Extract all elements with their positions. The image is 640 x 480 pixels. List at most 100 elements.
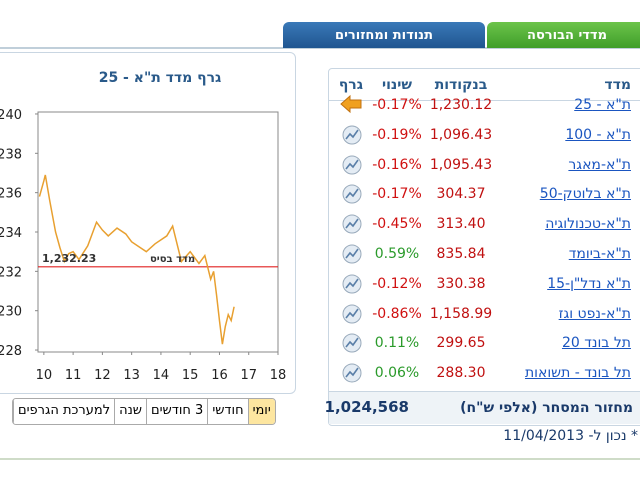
base-label: מדד בסיס [150, 254, 195, 265]
period-button[interactable]: יומי [247, 399, 275, 424]
table-row: ת"א נדל"ן-15 330.38 -0.12% [329, 270, 640, 299]
index-name[interactable]: ת"א-טכנולוגיה [545, 216, 631, 233]
tab-underline [0, 47, 640, 49]
period-buttons: יומי חודשי 3 חודשים שנה למערכת הגרפים [12, 398, 276, 425]
y-tick-label: 1234 [0, 226, 22, 241]
index-change: -0.86% [372, 305, 422, 322]
chart-title: גרף מדד ת"א - 25 [99, 70, 222, 86]
index-change: -0.16% [372, 156, 422, 173]
table-row: ת"א בלוטק-50 304.37 -0.17% [329, 180, 640, 209]
index-name[interactable]: ת"א-ביומד [568, 246, 631, 262]
graph-icon[interactable] [341, 332, 363, 358]
index-points: 304.37 [436, 186, 486, 203]
index-name[interactable]: ת"א - 25 [574, 97, 631, 113]
chart-icon [342, 363, 362, 383]
index-points: 330.38 [436, 275, 486, 292]
graph-icon[interactable] [341, 362, 363, 388]
graph-icon[interactable] [341, 273, 363, 299]
index-change: -0.19% [372, 126, 422, 143]
index-name[interactable]: ת"א נדל"ן-15 [547, 275, 631, 292]
graph-icon[interactable] [341, 183, 363, 209]
chart-icon [342, 155, 362, 175]
chart-icon [342, 333, 362, 353]
graph-icon[interactable] [341, 243, 363, 269]
index-name[interactable]: ת"א-נפט וגז [558, 305, 631, 322]
index-change: 0.59% [374, 246, 420, 262]
graph-icon[interactable] [341, 213, 363, 239]
index-name[interactable]: תל בונד 20 [561, 335, 631, 352]
x-tick-label: 10 [36, 368, 53, 383]
date-note: * נכון ל- 11/04/2013 [503, 428, 638, 444]
x-tick-label: 17 [240, 368, 257, 383]
x-tick-label: 11 [65, 368, 82, 383]
period-button[interactable]: שנה [114, 399, 147, 424]
arrow-icon [340, 94, 362, 114]
graph-icon[interactable] [341, 154, 363, 180]
turnover-label: מחזור המסחר (אלפי ש"ח) [460, 400, 633, 416]
column-header: בנקודות [434, 77, 488, 93]
table-row: ת"א-ביומד 835.84 0.59% [329, 240, 640, 269]
table-row: ת"א - 100 1,096.43 -0.19% [329, 121, 640, 150]
tab[interactable]: מדדי הבורסה [487, 22, 640, 48]
y-tick-label: 1240 [0, 108, 22, 123]
index-table: מדד בנקודות שינוי גרף ת"א - 25 1,230.12 -0.17%… [325, 68, 640, 426]
chart: גרף מדד ת"א - 25 1228 1230 1232 1234 1236 123… [0, 70, 287, 383]
y-tick-label: 1232 [0, 265, 22, 280]
index-change: 0.06% [374, 365, 420, 382]
index-points: 299.65 [436, 335, 486, 352]
index-name[interactable]: ת"א - 100 [565, 126, 631, 143]
index-name[interactable]: תל בונד - תשואות [524, 365, 631, 382]
index-name[interactable]: ת"א בלוטק-50 [539, 186, 631, 203]
column-header: גרף [338, 77, 363, 93]
index-points: 288.30 [436, 365, 486, 382]
chart-panel [0, 52, 296, 394]
index-points: 1,095.43 [429, 156, 493, 173]
base-value-label: 1,232.23 [42, 252, 96, 265]
index-points: 1,096.43 [429, 126, 493, 143]
x-tick-label: 16 [211, 368, 228, 383]
table-footer: מחזור המסחר (אלפי ש"ח) 1,024,568 [325, 391, 640, 424]
period-button[interactable]: למערכת הגרפים [13, 399, 115, 424]
plot-area [37, 111, 279, 353]
graph-icon[interactable] [341, 124, 363, 150]
graph-icon[interactable] [341, 303, 363, 329]
index-change: -0.12% [372, 275, 422, 292]
y-tick-label: 1230 [0, 305, 22, 320]
index-change: -0.17% [372, 186, 422, 203]
x-tick-label: 18 [270, 368, 287, 383]
index-points: 1,230.12 [429, 97, 493, 113]
table-header: מדד בנקודות שינוי גרף [329, 71, 640, 101]
index-points: 1,158.99 [429, 305, 493, 322]
bottom-line [0, 458, 640, 460]
period-button[interactable]: 3 חודשים [146, 399, 208, 424]
x-tick-label: 12 [94, 368, 111, 383]
y-tick-label: 1238 [0, 147, 22, 162]
x-tick-label: 14 [153, 368, 170, 383]
y-tick-label: 1236 [0, 187, 22, 202]
chart-icon [342, 274, 362, 294]
tab[interactable]: תנודות ומחזורים [283, 22, 485, 48]
turnover-value: 1,024,568 [324, 398, 409, 416]
table-row: ת"א-נפט וגז 1,158.99 -0.86% [329, 300, 640, 329]
y-tick-label: 1228 [0, 344, 22, 359]
table-row: תל בונד 20 299.65 0.11% [329, 329, 640, 358]
price-line [38, 174, 235, 345]
period-button[interactable]: חודשי [207, 399, 248, 424]
index-points: 313.40 [436, 216, 486, 233]
chart-icon [342, 244, 362, 264]
chart-icon [342, 125, 362, 145]
chart-icon [342, 304, 362, 324]
index-name[interactable]: ת"א-מאגר [568, 156, 631, 173]
x-tick-label: 15 [182, 368, 199, 383]
table-row: ת"א-מאגר 1,095.43 -0.16% [329, 151, 640, 180]
chart-icon [342, 184, 362, 204]
table-row: ת"א - 25 1,230.12 -0.17% [329, 91, 640, 120]
index-points: 835.84 [436, 246, 486, 262]
index-change: -0.17% [372, 97, 422, 113]
chart-icon [342, 214, 362, 234]
column-header: מדד [604, 77, 631, 93]
x-tick-label: 13 [123, 368, 140, 383]
column-header: שינוי [381, 77, 412, 93]
selected-arrow[interactable] [339, 94, 363, 118]
